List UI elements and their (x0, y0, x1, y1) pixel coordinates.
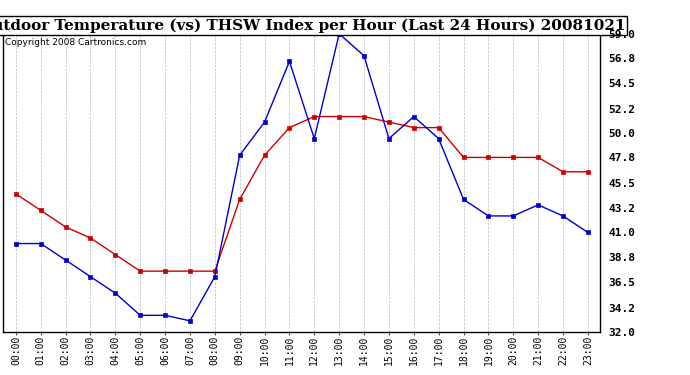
Text: Copyright 2008 Cartronics.com: Copyright 2008 Cartronics.com (5, 38, 146, 47)
Title: Outdoor Temperature (vs) THSW Index per Hour (Last 24 Hours) 20081021: Outdoor Temperature (vs) THSW Index per … (0, 18, 625, 33)
